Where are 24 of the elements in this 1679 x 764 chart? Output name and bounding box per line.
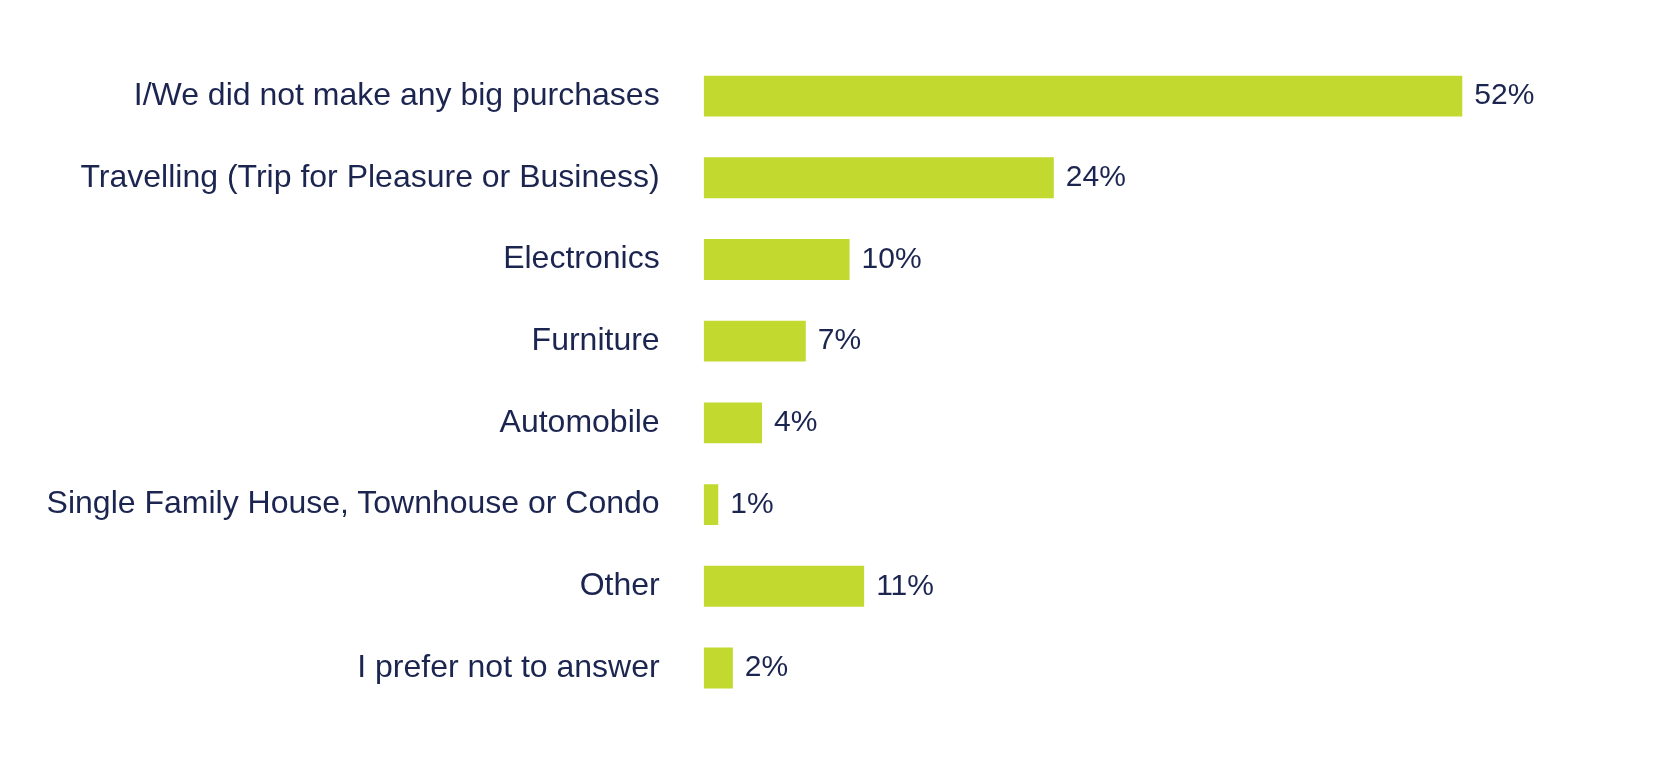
data-label: 11%	[876, 567, 934, 601]
data-label: 4%	[774, 404, 818, 438]
data-label: 24%	[1065, 159, 1126, 193]
y-tick-label: Automobile	[499, 402, 660, 439]
data-label: 7%	[817, 322, 862, 356]
y-tick-label: Electronics	[503, 239, 660, 276]
data-label: 1%	[730, 485, 774, 519]
bar	[703, 239, 850, 280]
data-label: 2%	[744, 649, 789, 683]
bar	[703, 402, 763, 444]
y-tick-label: Single Family House, Townhouse or Condo	[46, 484, 660, 521]
y-tick-label: Other	[579, 566, 660, 603]
y-tick-label: I/We did not make any big purchases	[133, 75, 660, 112]
bar	[703, 157, 1054, 199]
data-label: 52%	[1474, 77, 1535, 111]
bar	[703, 75, 1463, 117]
data-label: 10%	[861, 240, 922, 274]
bar	[703, 565, 865, 607]
y-tick-label: I prefer not to answer	[357, 647, 660, 684]
bar	[703, 484, 719, 525]
bar	[703, 647, 733, 689]
y-tick-label: Travelling (Trip for Pleasure or Business)	[80, 157, 660, 194]
y-tick-label: Furniture	[531, 320, 660, 357]
bar	[703, 320, 806, 362]
